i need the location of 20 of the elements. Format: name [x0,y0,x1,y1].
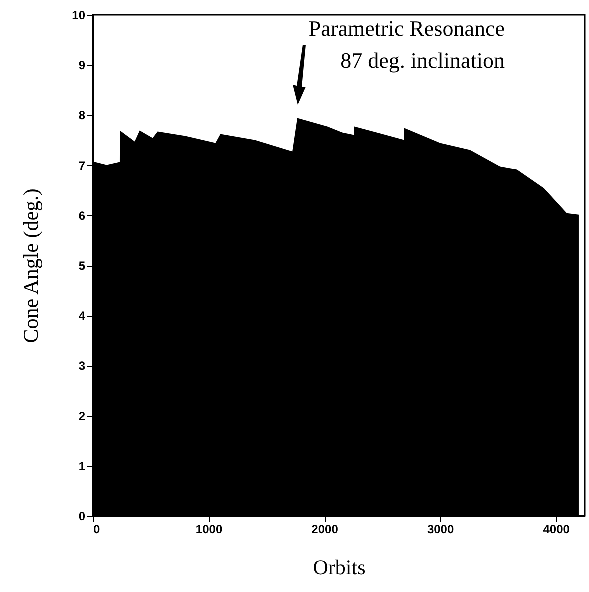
y-tick-label: 6 [78,208,86,223]
y-tick-label: 8 [78,108,86,123]
annotation: Parametric Resonance [308,16,505,41]
x-tick-label: 0 [94,522,100,536]
x-axis-title: Orbits [313,556,366,580]
x-tick-label: 2000 [312,522,339,536]
y-axis-title: Cone Angle (deg.) [19,188,44,344]
y-tick-label: 2 [78,409,86,424]
y-tick-label: 10 [72,8,86,22]
x-tick-label: 4000 [543,522,570,536]
y-tick-label: 3 [78,359,86,374]
y-tick-label: 4 [78,309,86,324]
y-tick-label: 7 [78,158,86,173]
y-tick-label: 9 [78,58,86,73]
annotation: 87 deg. inclination [340,48,505,73]
y-tick-label: 5 [78,259,86,273]
y-tick-label: 0 [78,510,86,524]
y-tick-label: 1 [78,459,86,474]
x-tick-label: 1000 [196,522,223,536]
x-tick-label: 3000 [427,522,454,536]
